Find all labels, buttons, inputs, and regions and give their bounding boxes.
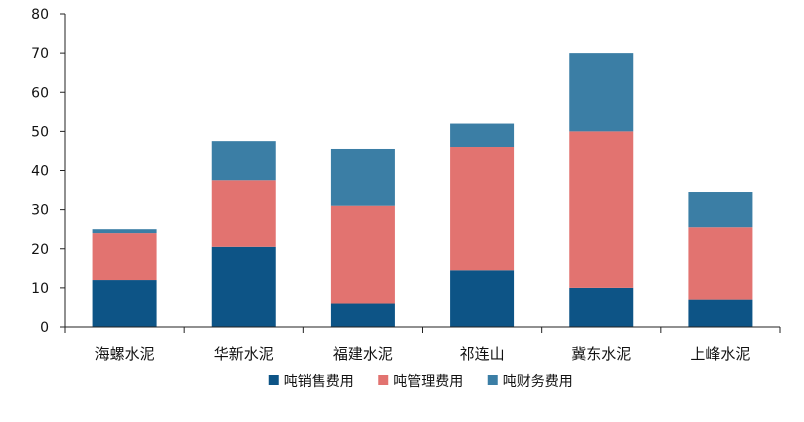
legend-swatch-2 xyxy=(378,375,389,385)
bar-segment-1 xyxy=(450,270,515,327)
bar-segment-3 xyxy=(211,141,276,181)
x-category-label: 冀东水泥 xyxy=(571,345,631,363)
y-tick-label: 80 xyxy=(31,7,49,23)
legend-label-3: 吨财务费用 xyxy=(503,374,573,390)
bar-segment-2 xyxy=(688,227,753,300)
y-tick-label: 60 xyxy=(31,85,49,101)
x-category-label: 华新水泥 xyxy=(214,345,274,363)
legend-label-1: 吨销售费用 xyxy=(284,374,354,390)
y-tick-label: 30 xyxy=(31,203,49,219)
bar-segment-3 xyxy=(450,123,515,148)
bar-segment-1 xyxy=(211,246,276,327)
x-category-label: 海螺水泥 xyxy=(95,345,155,363)
y-tick-label: 0 xyxy=(40,320,49,336)
y-tick-label: 70 xyxy=(31,46,49,62)
bars xyxy=(92,53,753,327)
bar-segment-3 xyxy=(92,229,157,234)
bar-segment-1 xyxy=(688,299,753,327)
x-category-label: 祁连山 xyxy=(460,345,505,363)
legend-swatch-1 xyxy=(268,375,279,385)
y-axis: 0 10 20 30 40 50 60 70 80 xyxy=(31,7,66,336)
legend: 吨销售费用 吨管理费用 吨财务费用 xyxy=(268,374,573,390)
legend-label-2: 吨管理费用 xyxy=(393,374,463,390)
bar-segment-2 xyxy=(330,205,395,304)
y-tick-label: 20 xyxy=(31,242,49,258)
y-tick-label: 10 xyxy=(31,281,49,297)
bar-segment-2 xyxy=(92,233,157,281)
bar-segment-3 xyxy=(688,192,753,228)
x-category-label: 福建水泥 xyxy=(333,345,393,363)
bar-segment-1 xyxy=(330,303,395,327)
bar-segment-2 xyxy=(569,131,634,288)
bar-segment-1 xyxy=(92,280,157,327)
bar-segment-2 xyxy=(211,180,276,247)
x-axis: 海螺水泥 华新水泥 福建水泥 祁连山 冀东水泥 上峰水泥 xyxy=(64,326,781,363)
bar-segment-3 xyxy=(569,53,634,132)
bar-segment-2 xyxy=(450,147,515,271)
y-tick-label: 40 xyxy=(31,164,49,180)
bar-segment-1 xyxy=(569,287,634,327)
x-category-label: 上峰水泥 xyxy=(690,345,750,363)
legend-swatch-3 xyxy=(487,375,498,385)
bar-segment-3 xyxy=(330,148,395,206)
y-tick-label: 50 xyxy=(31,124,49,140)
